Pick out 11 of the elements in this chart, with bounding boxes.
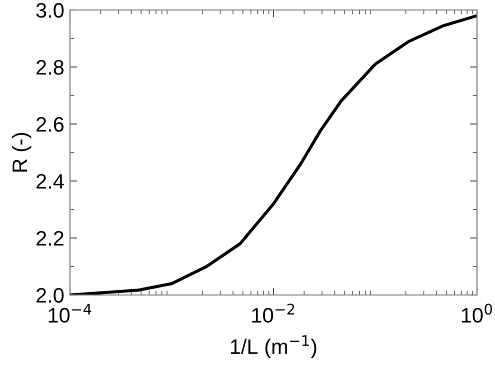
x-tick-label: 10$^{0}$ [462,304,492,323]
x-axis-title: 1/L (m$^{−1}$) [230,335,316,358]
y-tick-label: 3.0 [36,3,64,18]
y-tick-label: 2.8 [36,60,64,75]
x-tick-label: 10$^{−4}$ [48,304,92,323]
y-tick-label: 2.6 [36,117,64,132]
y-tick-label: 2.2 [36,231,64,246]
y-tick-label: 2.4 [36,174,64,189]
x-tick-label: 10$^{−2}$ [252,304,294,323]
y-axis-title: R (-) [12,132,32,172]
y-tick-label: 2.0 [36,288,64,303]
